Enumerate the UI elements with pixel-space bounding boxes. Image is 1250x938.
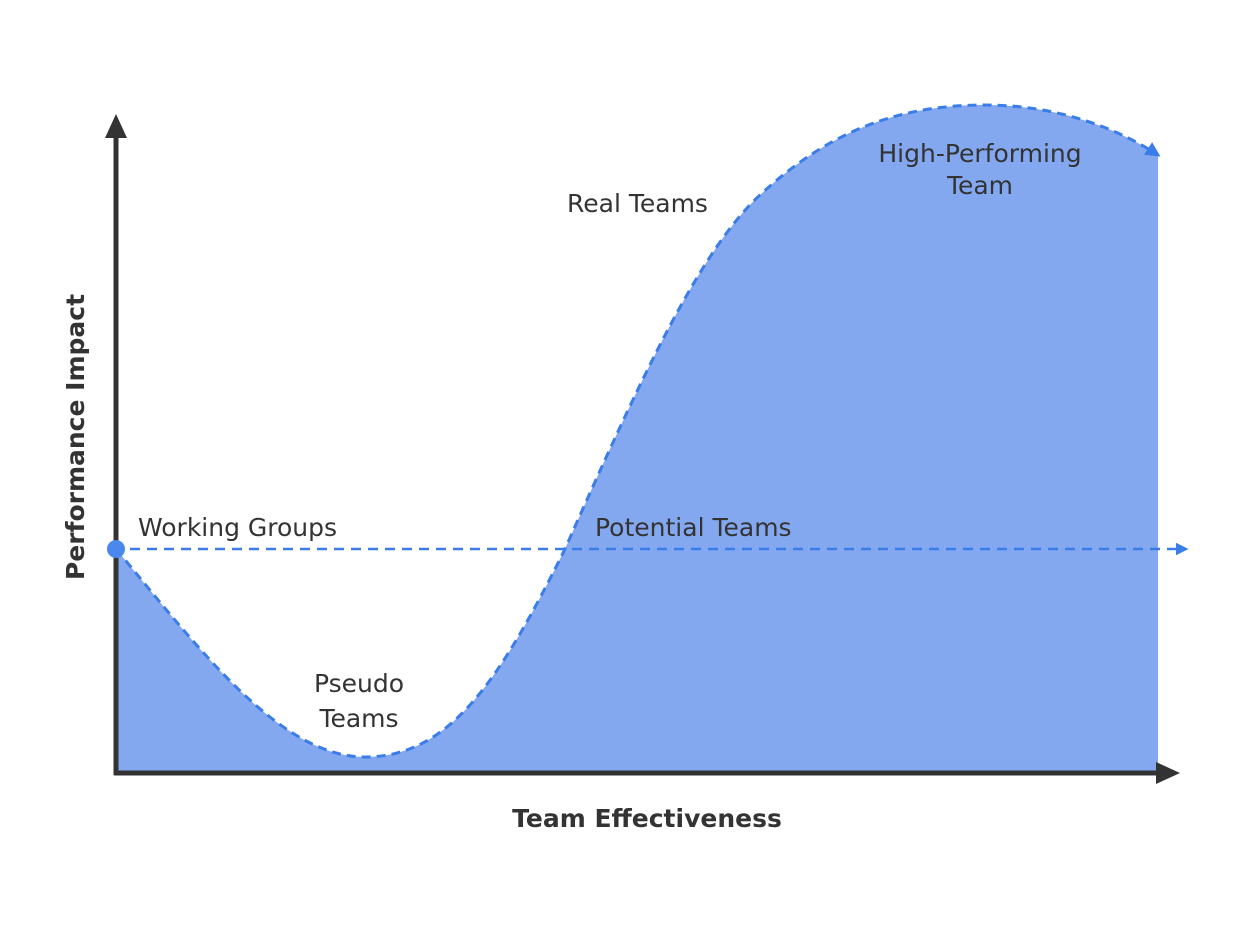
y-axis-arrow: [105, 114, 127, 138]
stage-label: High-Performing: [878, 139, 1081, 168]
x-axis-label: Team Effectiveness: [512, 804, 782, 833]
stage-label: Pseudo: [314, 669, 404, 698]
stage-label: Real Teams: [567, 189, 708, 218]
x-axis-arrow: [1156, 762, 1180, 784]
stage-label: Working Groups: [138, 513, 337, 542]
stage-label: Team: [946, 171, 1013, 200]
performance-area: [116, 105, 1158, 773]
y-axis-label: Performance Impact: [61, 294, 90, 580]
stage-label: Potential Teams: [595, 513, 792, 542]
start-point: [107, 540, 125, 558]
stage-label: Teams: [318, 704, 398, 733]
performance-curve: [114, 103, 1161, 759]
